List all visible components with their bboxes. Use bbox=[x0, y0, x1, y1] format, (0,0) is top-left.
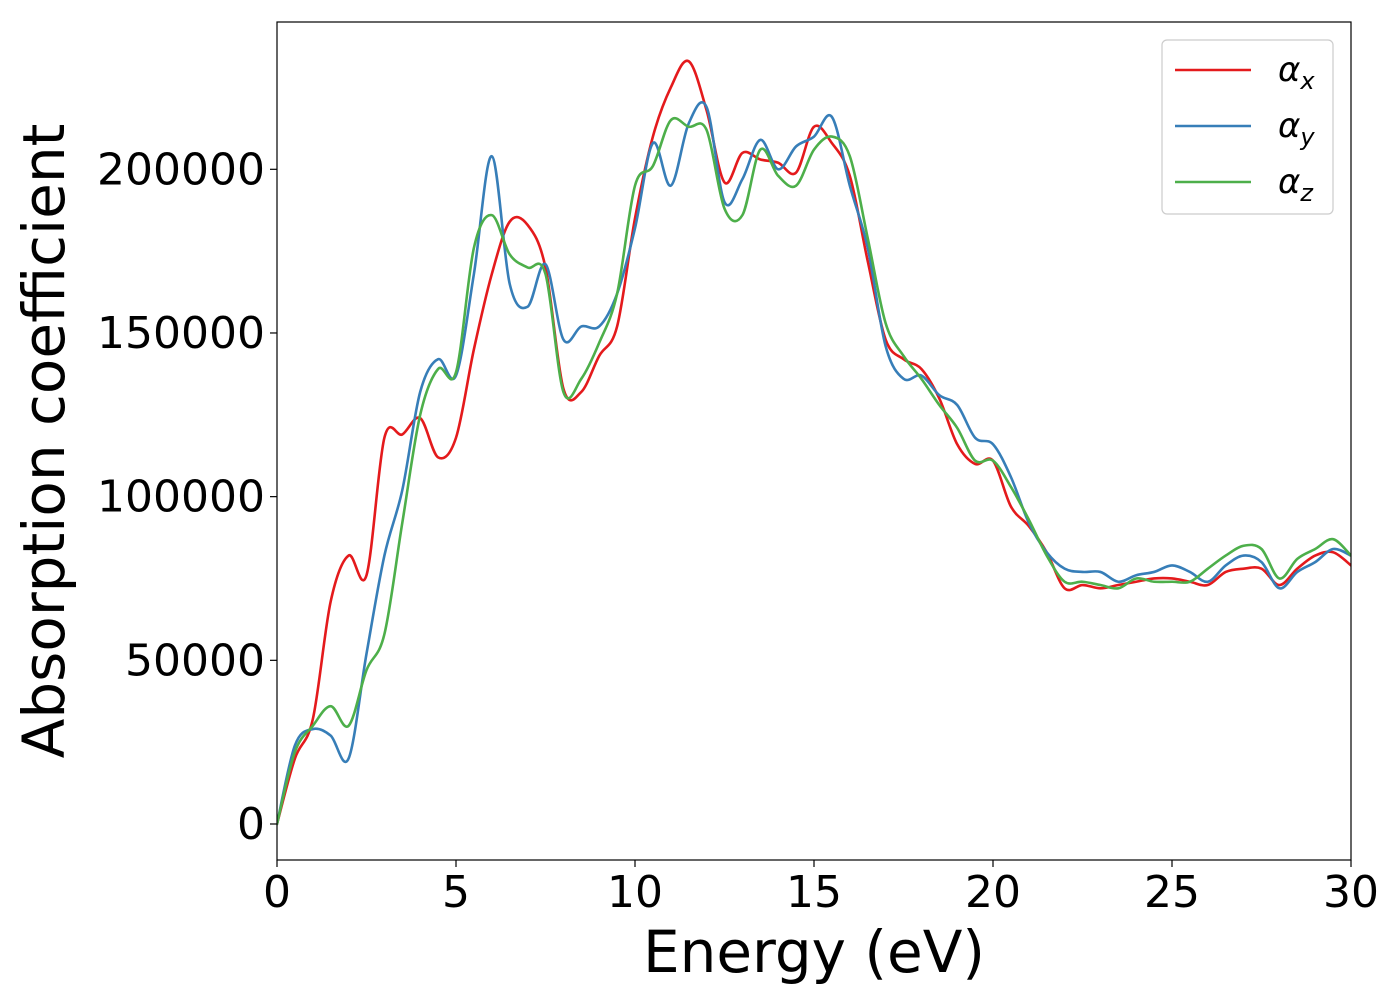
y-axis-label: Absorption coefficient bbox=[10, 124, 78, 759]
series-line-alpha-z bbox=[277, 116, 1351, 826]
y-axis: 0 50000 100000 150000 200000 bbox=[97, 144, 277, 850]
x-tick-label: 20 bbox=[965, 867, 1021, 918]
x-axis: 0 5 10 15 20 25 30 bbox=[263, 860, 1379, 918]
legend-label-alpha-x: αx bbox=[1278, 50, 1315, 95]
series-line-alpha-x bbox=[277, 59, 1351, 826]
x-tick-label: 10 bbox=[607, 867, 663, 918]
series-layer bbox=[277, 59, 1351, 826]
legend-label-alpha-z: αz bbox=[1278, 162, 1314, 207]
x-tick-label: 5 bbox=[442, 867, 470, 918]
y-tick-label: 200000 bbox=[97, 144, 265, 195]
y-tick-label: 0 bbox=[237, 799, 265, 850]
x-tick-label: 25 bbox=[1144, 867, 1200, 918]
x-tick-label: 30 bbox=[1323, 867, 1379, 918]
x-tick-label: 15 bbox=[786, 867, 842, 918]
legend-label-alpha-y: αy bbox=[1278, 106, 1315, 151]
x-axis-label: Energy (eV) bbox=[643, 918, 985, 986]
series-line-alpha-y bbox=[277, 101, 1351, 826]
y-tick-label: 50000 bbox=[125, 635, 265, 686]
legend-entries: αx αy αz bbox=[1175, 50, 1315, 207]
y-tick-label: 150000 bbox=[97, 308, 265, 359]
x-tick-label: 0 bbox=[263, 867, 291, 918]
y-tick-label: 100000 bbox=[97, 472, 265, 523]
legend: αx αy αz bbox=[1161, 39, 1334, 215]
